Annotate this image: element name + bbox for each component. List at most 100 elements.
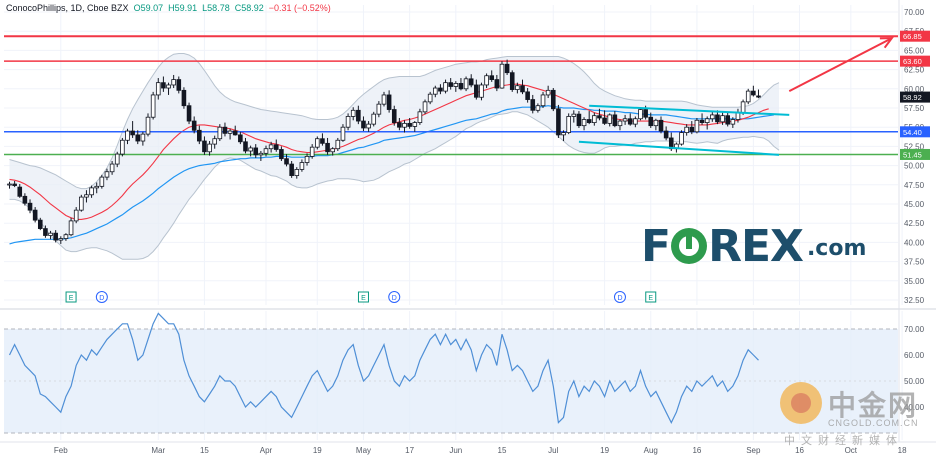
candle-body[interactable] — [207, 143, 212, 153]
candle-body[interactable] — [694, 119, 700, 133]
candle-body[interactable] — [597, 115, 602, 119]
candle-body[interactable] — [309, 146, 315, 157]
candle-body[interactable] — [120, 139, 125, 155]
earnings-marker[interactable] — [645, 291, 657, 303]
candle-body[interactable] — [48, 232, 53, 236]
candle-body[interactable] — [489, 75, 495, 80]
candle-body[interactable] — [114, 153, 120, 165]
candle-body[interactable] — [238, 134, 243, 143]
candle-body[interactable] — [58, 238, 64, 241]
candle-body[interactable] — [84, 194, 89, 198]
candle-body[interactable] — [212, 138, 218, 145]
candle-body[interactable] — [504, 63, 510, 74]
candle-body[interactable] — [79, 196, 84, 211]
candle-body[interactable] — [284, 158, 289, 165]
candle-body[interactable] — [197, 129, 202, 142]
candle-body[interactable] — [556, 108, 561, 136]
dividend-marker[interactable] — [95, 291, 108, 303]
candle-body[interactable] — [340, 126, 346, 141]
candle-body[interactable] — [248, 147, 253, 152]
candle-body[interactable] — [350, 109, 356, 117]
candle-body[interactable] — [263, 148, 269, 154]
candle-body[interactable] — [202, 140, 207, 153]
candle-body[interactable] — [12, 183, 17, 186]
candle-body[interactable] — [273, 144, 279, 150]
earnings-marker[interactable] — [65, 291, 77, 303]
candle-body[interactable] — [376, 103, 382, 115]
candle-body[interactable] — [751, 90, 756, 96]
candle-body[interactable] — [155, 82, 161, 96]
candle-body[interactable] — [171, 79, 176, 86]
candle-body[interactable] — [130, 130, 135, 136]
candle-body[interactable] — [243, 141, 248, 152]
candle-body[interactable] — [612, 114, 618, 127]
candle-body[interactable] — [658, 119, 664, 132]
candle-body[interactable] — [17, 186, 23, 197]
candle-body[interactable] — [191, 120, 197, 131]
candle-body[interactable] — [684, 126, 689, 133]
candle-body[interactable] — [299, 162, 305, 170]
candle-body[interactable] — [474, 84, 479, 98]
candle-body[interactable] — [325, 142, 330, 153]
candle-body[interactable] — [458, 83, 464, 90]
candle-body[interactable] — [715, 114, 720, 123]
candle-body[interactable] — [745, 90, 751, 103]
candle-body[interactable] — [289, 163, 294, 176]
candle-body[interactable] — [53, 232, 58, 241]
candle-body[interactable] — [443, 82, 448, 92]
candle-body[interactable] — [43, 228, 48, 236]
candle-body[interactable] — [186, 105, 192, 122]
candle-body[interactable] — [314, 138, 320, 148]
candle-body[interactable] — [361, 120, 366, 129]
candle-body[interactable] — [622, 118, 628, 122]
candle-body[interactable] — [494, 79, 500, 89]
candle-body[interactable] — [63, 234, 69, 239]
candle-body[interactable] — [499, 63, 505, 89]
candle-body[interactable] — [161, 82, 166, 89]
candle-body[interactable] — [725, 115, 730, 125]
candle-body[interactable] — [345, 116, 351, 128]
candle-body[interactable] — [27, 202, 33, 211]
candle-body[interactable] — [176, 79, 182, 91]
candle-body[interactable] — [109, 163, 115, 173]
candle-body[interactable] — [422, 101, 428, 113]
candle-body[interactable] — [515, 85, 520, 90]
candle-body[interactable] — [525, 91, 530, 100]
candle-body[interactable] — [509, 72, 515, 90]
candle-body[interactable] — [704, 118, 710, 123]
candle-body[interactable] — [320, 138, 325, 144]
candle-body[interactable] — [94, 185, 100, 189]
candle-body[interactable] — [135, 134, 141, 142]
candle-body[interactable] — [7, 183, 12, 186]
candle-body[interactable] — [653, 119, 659, 127]
candle-body[interactable] — [468, 78, 474, 86]
dividend-marker[interactable] — [388, 291, 401, 303]
candle-body[interactable] — [720, 115, 725, 123]
candle-body[interactable] — [232, 130, 238, 136]
candle-body[interactable] — [710, 114, 715, 120]
candle-body[interactable] — [37, 219, 43, 229]
candle-body[interactable] — [125, 130, 130, 141]
candle-body[interactable] — [402, 122, 407, 128]
candle-body[interactable] — [227, 130, 233, 134]
candle-body[interactable] — [253, 147, 259, 156]
candle-body[interactable] — [689, 126, 695, 133]
earnings-marker[interactable] — [357, 291, 369, 303]
candle-body[interactable] — [181, 89, 187, 107]
candle-body[interactable] — [217, 126, 223, 140]
candle-body[interactable] — [381, 94, 387, 105]
candle-body[interactable] — [268, 144, 274, 150]
candle-body[interactable] — [407, 122, 412, 127]
candle-body[interactable] — [617, 120, 623, 127]
candle-body[interactable] — [545, 89, 551, 96]
candle-body[interactable] — [356, 109, 361, 122]
candle-body[interactable] — [453, 83, 459, 87]
candle-body[interactable] — [73, 209, 79, 222]
candle-body[interactable] — [258, 152, 264, 156]
candle-body[interactable] — [484, 75, 489, 86]
candle-body[interactable] — [550, 89, 556, 110]
candle-body[interactable] — [735, 112, 741, 120]
candle-body[interactable] — [576, 113, 582, 127]
candle-body[interactable] — [561, 132, 566, 136]
